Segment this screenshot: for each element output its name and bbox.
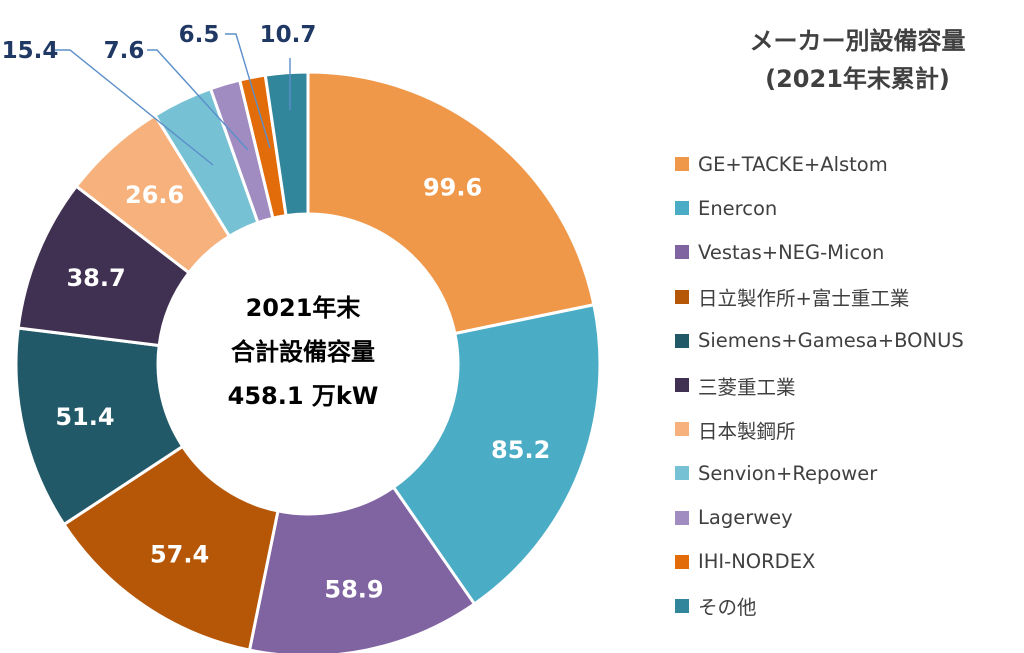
data-label-7: 15.4 [2, 38, 59, 64]
legend-item-0: GE+TACKE+Alstom [675, 142, 1020, 186]
legend-title-line-1: メーカー別設備容量 [749, 27, 966, 55]
data-label-8: 7.6 [104, 38, 145, 64]
data-label-0: 99.6 [423, 173, 482, 201]
legend-swatch-1 [675, 201, 689, 216]
legend-swatch-7 [675, 466, 689, 481]
legend-label-7: Senvion+Repower [698, 461, 878, 485]
legend-swatch-10 [675, 598, 689, 613]
slice-item-3 [61, 444, 280, 652]
legend-item-3: 日立製作所+富士重工業 [675, 275, 1020, 319]
legend-swatch-0 [675, 157, 689, 172]
leader-line-7 [55, 49, 214, 166]
legend-swatch-4 [675, 333, 689, 348]
center-text-line-1: 2021年末 [246, 294, 362, 322]
legend-swatch-5 [675, 378, 689, 393]
data-label-6: 26.6 [125, 181, 184, 209]
legend-label-4: Siemens+Gamesa+BONUS [698, 329, 964, 353]
legend-label-9: IHI-NORDEX [698, 550, 816, 574]
leader-line-9 [225, 33, 271, 149]
data-label-3: 57.4 [150, 541, 209, 569]
donut-chart: 99.6 85.2 58.9 57.4 51.4 38.7 26.6 15.4 7.6 6.5 10… [2, 22, 602, 653]
slice-enercon-1 [391, 302, 602, 607]
legend-label-6: 日本製鋼所 [698, 419, 796, 443]
legend-swatch-8 [675, 510, 689, 525]
center-text-line-3: 458.1 万kW [228, 382, 379, 410]
legend-item-4: Siemens+Gamesa+BONUS [675, 319, 1020, 363]
leader-line-8 [147, 49, 249, 151]
legend-item-8: Lagerwey [675, 496, 1020, 540]
legend-label-0: GE+TACKE+Alstom [698, 152, 888, 176]
data-label-9: 6.5 [179, 22, 220, 48]
legend-swatch-6 [675, 422, 689, 437]
legend-item-9: IHI-NORDEX [675, 540, 1020, 584]
legend-item-7: Senvion+Repower [675, 451, 1020, 495]
slice-ge-tacke-alstom-0 [306, 70, 596, 336]
legend-swatch-3 [675, 289, 689, 304]
legend-label-5: 三菱重工業 [698, 375, 796, 399]
center-label: 2021年末 合計設備容量 458.1 万kW [228, 294, 379, 410]
slice-vestas-neg-micon-2 [247, 485, 477, 653]
legend-item-6: 日本製鋼所 [675, 407, 1020, 451]
data-label-10: 10.7 [260, 22, 317, 48]
data-label-4: 51.4 [55, 403, 114, 431]
legend-label-3: 日立製作所+富士重工業 [698, 287, 910, 311]
legend-item-10: その他 [675, 584, 1020, 628]
legend-item-5: 三菱重工業 [675, 363, 1020, 407]
legend-label-2: Vestas+NEG-Micon [698, 240, 885, 264]
legend-label-1: Enercon [698, 196, 778, 220]
data-label-2: 58.9 [324, 575, 383, 603]
legend-swatch-2 [675, 245, 689, 260]
legend-label-8: Lagerwey [698, 506, 793, 530]
legend-item-2: Vestas+NEG-Micon [675, 230, 1020, 274]
legend-label-10: その他 [698, 596, 757, 620]
legend-title: メーカー別設備容量 (2021年末累計) [695, 22, 1020, 98]
center-text-line-2: 合計設備容量 [231, 338, 375, 366]
legend-swatch-9 [675, 554, 689, 569]
data-label-1: 85.2 [491, 436, 550, 464]
data-label-5: 38.7 [66, 264, 125, 292]
slice-item-10 [263, 70, 310, 218]
legend-item-1: Enercon [675, 186, 1020, 230]
legend-title-line-2: (2021年末累計) [765, 65, 950, 93]
legend-items: GE+TACKE+Alstom Enercon Vestas+NEG-Micon 日立… [675, 142, 1020, 628]
legend: メーカー別設備容量 (2021年末累計) GE+TACKE+Alstom Ener… [675, 22, 1020, 628]
